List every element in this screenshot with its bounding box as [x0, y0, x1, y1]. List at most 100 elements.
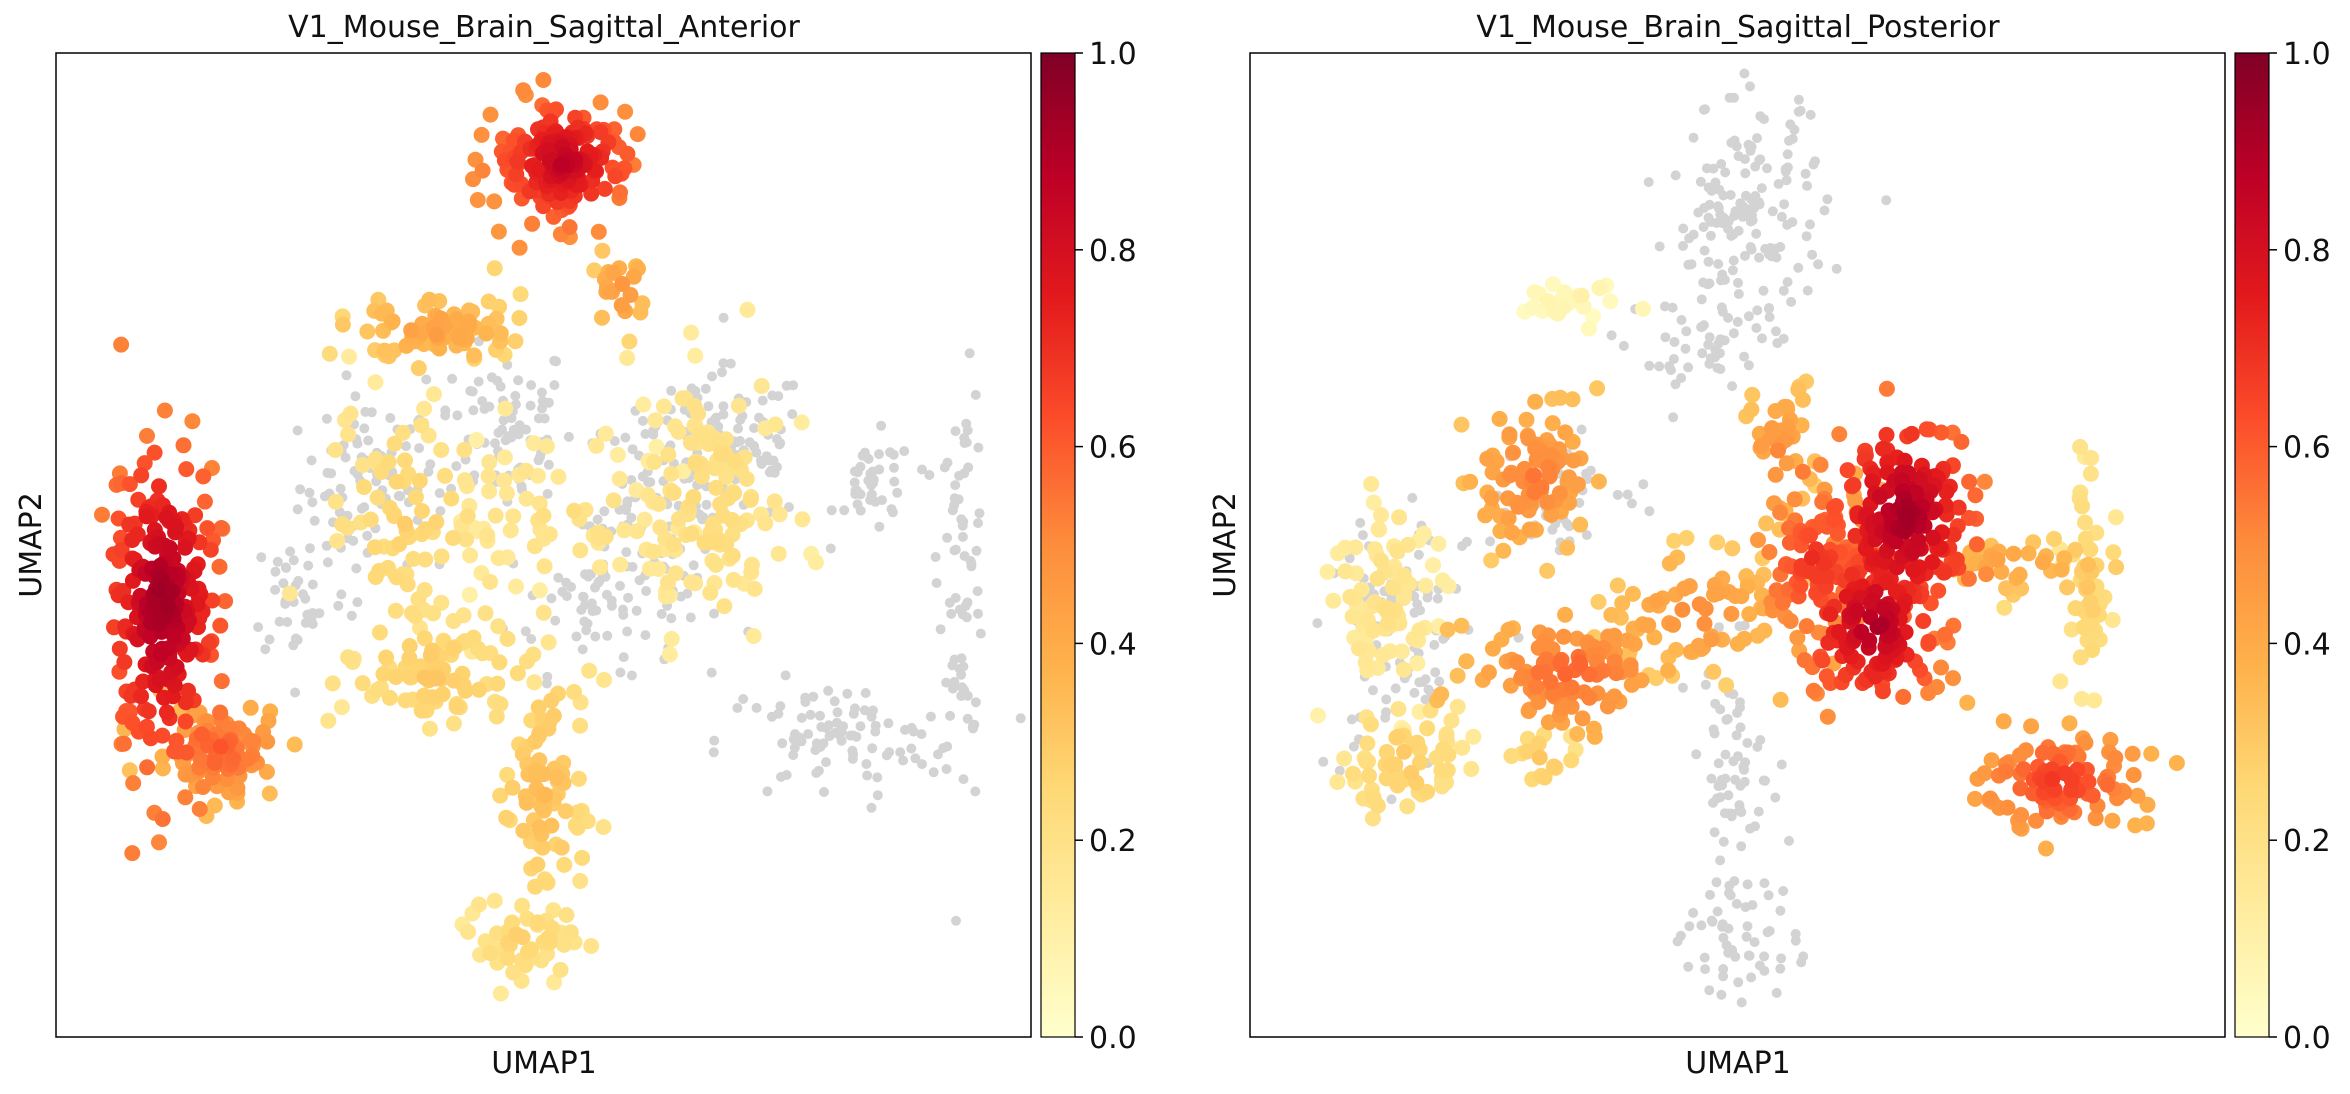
expression-point [178, 461, 195, 478]
background-point [908, 726, 919, 737]
expression-point [566, 502, 583, 519]
background-point [1714, 622, 1724, 633]
expression-point [2077, 734, 2094, 751]
expression-point [460, 923, 477, 940]
expression-point [397, 515, 413, 532]
expression-point [124, 532, 141, 548]
expression-point [202, 541, 219, 558]
background-point [1678, 241, 1688, 251]
expression-point [525, 435, 542, 452]
expression-point [1419, 720, 1436, 737]
expression-point [1342, 588, 1359, 605]
expression-point [613, 297, 630, 314]
expression-point [404, 605, 420, 622]
expression-point [1503, 524, 1520, 541]
background-point [775, 701, 786, 712]
background-point [685, 612, 696, 623]
expression-point [177, 694, 194, 711]
expression-point [321, 345, 338, 362]
background-point [950, 426, 961, 437]
background-point [970, 786, 981, 797]
expression-point [498, 809, 515, 826]
expression-point [2063, 621, 2080, 638]
expression-point [1505, 444, 1521, 461]
background-point [867, 466, 878, 477]
background-point [1704, 332, 1715, 343]
expression-point [592, 94, 609, 111]
background-point [1683, 961, 1694, 972]
background-point [697, 514, 708, 525]
expression-point [1449, 667, 1466, 684]
background-point [941, 677, 952, 688]
background-point [473, 376, 484, 387]
background-point [1760, 775, 1770, 786]
background-point [1414, 677, 1425, 688]
background-point [1703, 339, 1714, 350]
expression-point [1540, 293, 1557, 310]
background-point [959, 685, 970, 696]
background-point [1771, 326, 1781, 337]
background-point [321, 413, 332, 424]
background-point [1643, 177, 1654, 188]
background-point [1684, 921, 1695, 932]
expression-point [414, 503, 430, 519]
expression-point [191, 801, 208, 817]
expression-point [1674, 601, 1691, 618]
expression-point [2074, 498, 2091, 515]
y-axis-label: UMAP2 [1208, 492, 1243, 598]
expression-point [526, 538, 543, 555]
expression-point [397, 692, 414, 709]
expression-point [489, 675, 506, 692]
background-point [1728, 328, 1739, 339]
background-point [264, 634, 275, 645]
expression-point [1502, 467, 1519, 484]
expression-point [1668, 641, 1685, 658]
expression-point [518, 653, 535, 670]
expression-point [416, 630, 433, 647]
background-point [973, 442, 984, 453]
expression-point [1818, 668, 1835, 685]
expression-point [1782, 613, 1799, 629]
expression-point [1623, 676, 1640, 693]
background-point [282, 617, 293, 627]
background-point [805, 709, 816, 720]
expression-point [139, 759, 156, 776]
expression-point [469, 192, 486, 208]
background-point [1727, 808, 1738, 819]
background-point [1771, 987, 1782, 998]
background-point [1691, 749, 1702, 760]
expression-point [1569, 476, 1586, 493]
expression-point [2073, 690, 2090, 707]
background-point [1719, 808, 1730, 819]
expression-point [595, 819, 612, 835]
expression-point [686, 398, 703, 414]
background-point [618, 604, 628, 615]
background-point [590, 631, 601, 642]
expression-point [1527, 393, 1544, 410]
background-point [717, 367, 727, 378]
expression-point [1370, 521, 1387, 537]
expression-point [1329, 774, 1346, 790]
expression-point [1393, 643, 1410, 660]
background-point [1724, 888, 1734, 898]
background-point [1485, 536, 1496, 547]
background-point [870, 726, 881, 737]
background-point [823, 685, 834, 696]
expression-point [2125, 767, 2142, 783]
expression-point [492, 985, 509, 1002]
background-point [718, 312, 729, 323]
expression-point [242, 699, 259, 716]
background-point [957, 609, 968, 620]
expression-point [160, 598, 176, 615]
expression-point [708, 479, 725, 496]
expression-point [1581, 689, 1598, 706]
expression-point [557, 803, 574, 820]
expression-point [1433, 686, 1450, 703]
expression-point [1920, 633, 1937, 650]
expression-point [371, 624, 388, 641]
expression-point [1399, 798, 1416, 815]
expression-point [1531, 749, 1548, 766]
background-point [781, 380, 792, 391]
background-point [1688, 907, 1699, 918]
background-point [362, 530, 373, 541]
